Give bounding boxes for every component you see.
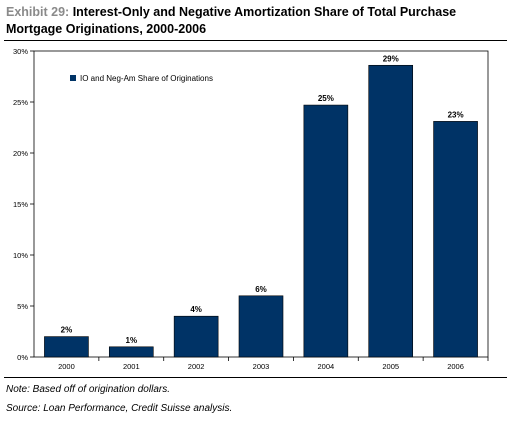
y-tick-label: 15% — [13, 200, 28, 209]
bar — [303, 104, 349, 358]
x-tick-label: 2006 — [447, 362, 464, 371]
bar — [238, 295, 284, 358]
data-label: 1% — [126, 336, 138, 345]
data-label: 6% — [255, 285, 267, 294]
data-label: 4% — [190, 305, 202, 314]
title-text: Interest-Only and Negative Amortization … — [6, 5, 457, 36]
x-tick-label: 2000 — [58, 362, 75, 371]
y-tick-label: 5% — [17, 302, 28, 311]
legend-label: IO and Neg-Am Share of Originations — [80, 74, 213, 83]
chart-title: Exhibit 29: Interest-Only and Negative A… — [6, 4, 506, 38]
bar — [108, 346, 154, 358]
x-tick-label: 2005 — [382, 362, 399, 371]
data-label: 23% — [448, 110, 464, 119]
y-tick-label: 10% — [13, 251, 28, 260]
y-tick-label: 30% — [13, 47, 28, 56]
x-tick-label: 2002 — [188, 362, 205, 371]
bottom-rule — [4, 377, 507, 378]
top-rule — [4, 40, 507, 41]
bar — [368, 64, 414, 358]
bar — [44, 336, 89, 358]
bar — [433, 121, 478, 358]
y-tick-label: 25% — [13, 98, 28, 107]
source-note: Source: Loan Performance, Credit Suisse … — [6, 403, 233, 414]
data-label: 25% — [318, 94, 334, 103]
footnote: Note: Based off of origination dollars. — [6, 384, 170, 395]
x-tick-label: 2004 — [318, 362, 335, 371]
legend-swatch — [70, 75, 76, 81]
data-label: 2% — [61, 326, 73, 335]
y-tick-label: 20% — [13, 149, 28, 158]
x-tick-label: 2001 — [123, 362, 140, 371]
y-tick-label: 0% — [17, 353, 28, 362]
bar — [173, 315, 219, 358]
exhibit-label: Exhibit 29: — [6, 5, 70, 19]
x-tick-label: 2003 — [253, 362, 270, 371]
data-label: 29% — [383, 54, 399, 63]
